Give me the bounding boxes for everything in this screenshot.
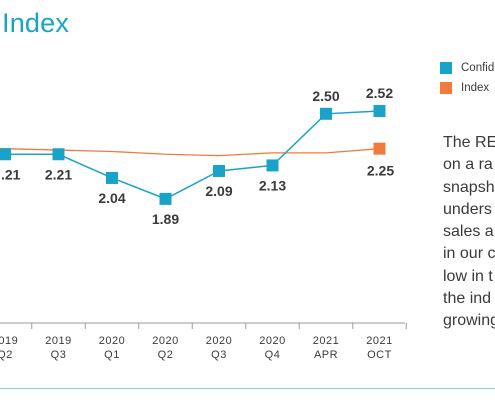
data-label: .21 (1, 166, 21, 182)
confidence-point (266, 159, 279, 172)
note-line: unders (443, 200, 492, 218)
legend-swatch-index (440, 82, 452, 94)
data-label: 2.09 (205, 183, 232, 199)
x-tick-label: 2019 (0, 335, 18, 347)
legend-swatch-confidence (440, 62, 452, 74)
note-line: low in t (443, 267, 493, 285)
confidence-point (106, 171, 118, 184)
line-chart: 2019 Q2 2019 Q3 2020 Q1 2020 Q2 2020 Q3 2020 Q4 2021… (0, 85, 407, 361)
x-tick-label: 2019 (45, 335, 71, 347)
data-label: 2.50 (312, 88, 339, 104)
legend-item-confidence: Confid (440, 61, 494, 75)
confidence-point (0, 148, 11, 161)
x-tick-label: 2020 (99, 335, 125, 347)
x-tick-label: Q3 (51, 349, 67, 361)
note-line: sales a (443, 223, 494, 241)
legend-label-index: Index (461, 82, 490, 94)
data-label: 2.25 (367, 163, 394, 179)
note-line: The RE (443, 134, 495, 151)
data-label: 2.13 (259, 177, 286, 193)
note-line: growing (443, 312, 495, 330)
x-tick-label: 2020 (152, 335, 178, 347)
x-tick-label: 2021 (366, 335, 392, 347)
x-tick-label: Q2 (0, 349, 13, 361)
index-end-marker (373, 142, 386, 155)
data-label: 2.04 (98, 190, 125, 206)
x-tick-label: Q1 (104, 349, 120, 361)
confidence-point (213, 164, 225, 177)
data-label: 1.89 (152, 211, 179, 227)
confidence-point (52, 148, 65, 161)
x-tick-label: OCT (367, 349, 392, 361)
data-label: 2.21 (45, 166, 72, 182)
x-tick-label: Q3 (211, 349, 227, 361)
x-tick-label: 2020 (206, 335, 232, 347)
confidence-point (320, 107, 332, 120)
bottom-rule (0, 388, 495, 389)
note-line: the ind (443, 290, 492, 308)
x-tick-label: 2021 (313, 335, 339, 347)
x-tick-label: APR (314, 349, 338, 361)
legend-item-index: Index (440, 81, 494, 95)
x-tick-label: Q2 (158, 349, 174, 361)
x-tick-label: 2020 (259, 335, 285, 347)
x-tick-label: Q4 (265, 349, 281, 361)
confidence-point (159, 192, 172, 205)
chart-title: Index (2, 8, 70, 38)
note-line: snapsh (443, 178, 495, 196)
confidence-point (373, 105, 386, 118)
legend: Confid Index (440, 61, 494, 101)
note-line: on a ra (443, 156, 493, 174)
legend-label-confidence: Confid (461, 62, 495, 74)
note-line: in our c (443, 245, 495, 263)
index-series-line (0, 148, 380, 157)
data-label: 2.52 (366, 85, 393, 101)
description-text: The RE on a ra snapsh unders sales a in … (443, 132, 495, 333)
